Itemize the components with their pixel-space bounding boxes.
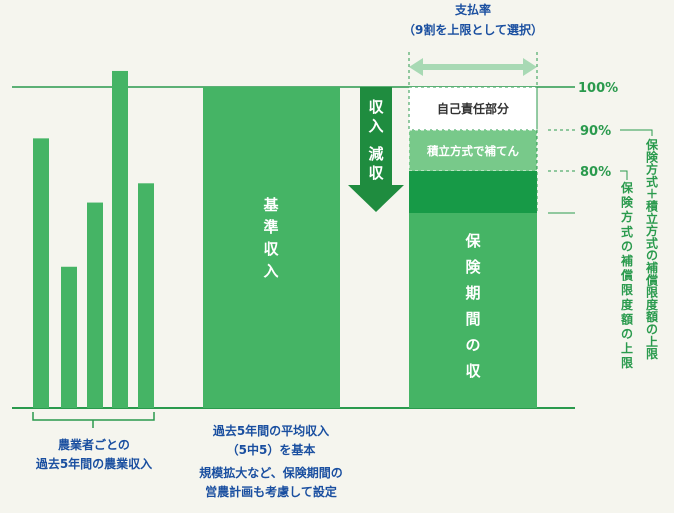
vertical-char: ＋ bbox=[646, 187, 658, 201]
avg-caption-line2: （5中5）を基本 bbox=[227, 442, 316, 457]
past-income-bar bbox=[33, 138, 49, 409]
vertical-char: 方 bbox=[621, 209, 633, 224]
vertical-char: 険 bbox=[646, 149, 659, 164]
income-drop-label: 収 入 減 収 bbox=[368, 98, 384, 182]
plan-caption-line2: 営農計画も考慮して設定 bbox=[205, 484, 337, 499]
base-income-char-3: 収 bbox=[263, 240, 279, 258]
vertical-char: 限 bbox=[621, 355, 633, 370]
vertical-char: 限 bbox=[646, 285, 658, 300]
income-drop-char-4: 収 bbox=[368, 164, 384, 182]
insured-income-char-6: 収 bbox=[465, 362, 481, 380]
pct-90-label: 90% bbox=[580, 124, 611, 139]
insured-income-char-1: 保 bbox=[464, 232, 481, 250]
past-income-bars bbox=[33, 70, 154, 409]
vertical-char: 償 bbox=[620, 268, 634, 283]
farm-income-caption-line1: 農業者ごとの bbox=[58, 437, 130, 452]
base-income-char-1: 基 bbox=[262, 196, 279, 214]
insured-income-char-2: 険 bbox=[465, 258, 481, 276]
base-income-bar bbox=[203, 87, 340, 408]
pct-100-label: 100% bbox=[578, 81, 618, 96]
vertical-char: 補 bbox=[645, 260, 658, 275]
vertical-char: 上 bbox=[621, 341, 633, 356]
vertical-char: の bbox=[646, 249, 658, 263]
insured-income-char-3: 期 bbox=[465, 284, 480, 302]
vertical-char: 式 bbox=[621, 224, 633, 239]
vertical-char: 限 bbox=[646, 346, 658, 361]
base-income-char-4: 入 bbox=[263, 262, 278, 280]
self-responsibility-label: 自己責任部分 bbox=[437, 101, 509, 116]
past-income-bar bbox=[138, 183, 154, 408]
base-income-label: 基 準 収 入 bbox=[262, 196, 279, 280]
vertical-char: 償 bbox=[645, 272, 659, 287]
vertical-char: 補 bbox=[620, 253, 633, 268]
self-responsibility-box bbox=[408, 86, 538, 131]
insured-income-bar bbox=[409, 213, 537, 408]
double-arrow-icon bbox=[409, 58, 537, 76]
pct-80-label: 80% bbox=[580, 165, 611, 180]
cap90-leader bbox=[620, 129, 653, 136]
insured-income-char-4: 間 bbox=[465, 310, 480, 328]
vertical-char: の bbox=[621, 327, 633, 341]
payment-rate-title: 支払率 bbox=[454, 2, 491, 17]
past-income-bar bbox=[87, 202, 103, 408]
cap80-leader bbox=[620, 170, 628, 180]
vertical-char: 積 bbox=[645, 199, 659, 214]
vertical-char: 保 bbox=[620, 180, 634, 195]
vertical-char: 方 bbox=[646, 162, 658, 177]
vertical-char: 方 bbox=[646, 223, 658, 238]
vertical-char: 保 bbox=[645, 137, 659, 152]
vertical-char: 限 bbox=[621, 282, 633, 297]
vertical-char: の bbox=[646, 323, 658, 337]
insurance-segment bbox=[409, 171, 537, 213]
down-arrow-icon bbox=[348, 87, 404, 212]
reserve-label: 積立方式で補てん bbox=[426, 144, 519, 158]
vertical-char: 式 bbox=[646, 174, 658, 189]
payment-rate-note: （9割を上限として選択） bbox=[403, 22, 543, 37]
insured-income-label: 保 険 期 間 の 収 bbox=[464, 232, 481, 380]
past-income-bar bbox=[112, 70, 128, 408]
vertical-char: 険 bbox=[621, 195, 634, 210]
vertical-char: 度 bbox=[646, 297, 659, 312]
vertical-char: 額 bbox=[645, 309, 658, 324]
income-drop-char-2: 入 bbox=[368, 117, 383, 135]
vertical-char: の bbox=[621, 239, 633, 253]
vertical-char: 立 bbox=[646, 211, 658, 226]
farm-income-bracket bbox=[32, 412, 155, 421]
income-drop-char-1: 収 bbox=[368, 98, 384, 116]
insured-income-char-5: の bbox=[465, 336, 480, 354]
avg-caption-line1: 過去5年間の平均収入 bbox=[212, 423, 329, 438]
vertical-char: 式 bbox=[646, 235, 658, 250]
income-drop-char-3: 減 bbox=[368, 145, 383, 163]
base-income-char-2: 準 bbox=[263, 218, 278, 236]
vertical-char: 上 bbox=[646, 334, 658, 349]
vertical-char: 度 bbox=[621, 297, 634, 312]
plan-caption-line1: 規模拡大など、保険期間の bbox=[199, 465, 342, 480]
farm-income-caption-line2: 過去5年間の農業収入 bbox=[35, 456, 152, 471]
vertical-char: 額 bbox=[620, 311, 633, 326]
past-income-bar bbox=[61, 266, 77, 408]
reserve-segment bbox=[408, 129, 538, 172]
